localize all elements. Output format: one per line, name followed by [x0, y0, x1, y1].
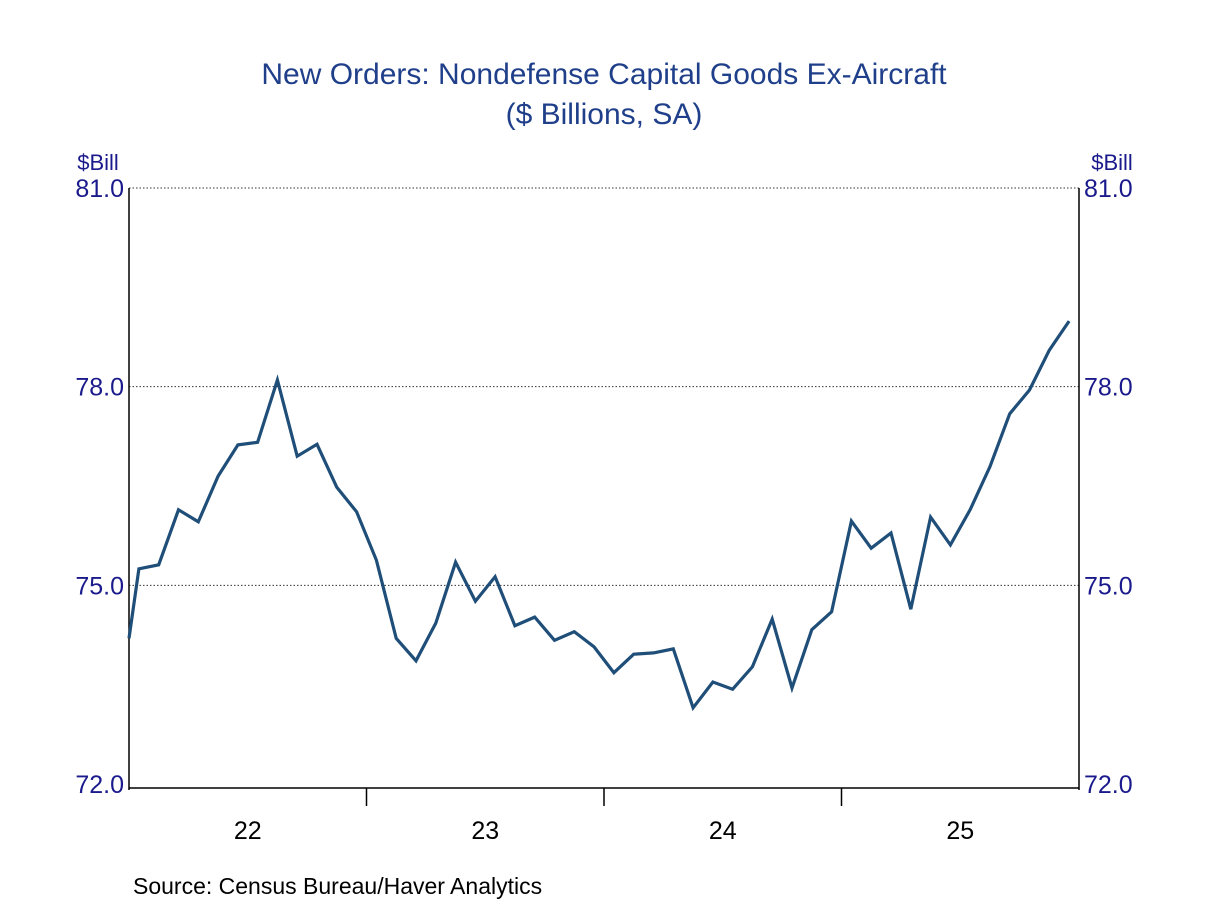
chart-subtitle: ($ Billions, SA)	[506, 98, 703, 131]
source-note: Source: Census Bureau/Haver Analytics	[133, 873, 542, 899]
x-tick-label: 24	[709, 817, 737, 845]
y-tick-label-right: 78.0	[1084, 374, 1133, 402]
y-tick-label-right: 75.0	[1084, 572, 1133, 600]
y-tick-label-left: 78.0	[75, 374, 124, 402]
x-tick-label: 22	[234, 817, 262, 845]
chart-title: New Orders: Nondefense Capital Goods Ex-…	[261, 58, 947, 91]
x-tick-label: 25	[946, 817, 974, 845]
y-tick-label-left: 72.0	[75, 771, 124, 799]
y-axis-unit-right: $Bill	[1091, 150, 1133, 175]
y-tick-label-right: 81.0	[1084, 175, 1133, 203]
y-tick-label-right: 72.0	[1084, 771, 1133, 799]
y-tick-label-left: 81.0	[75, 175, 124, 203]
y-axis-unit-left: $Bill	[77, 150, 119, 175]
x-tick-label: 23	[471, 817, 499, 845]
y-tick-label-left: 75.0	[75, 572, 124, 600]
series-line	[127, 320, 1071, 712]
